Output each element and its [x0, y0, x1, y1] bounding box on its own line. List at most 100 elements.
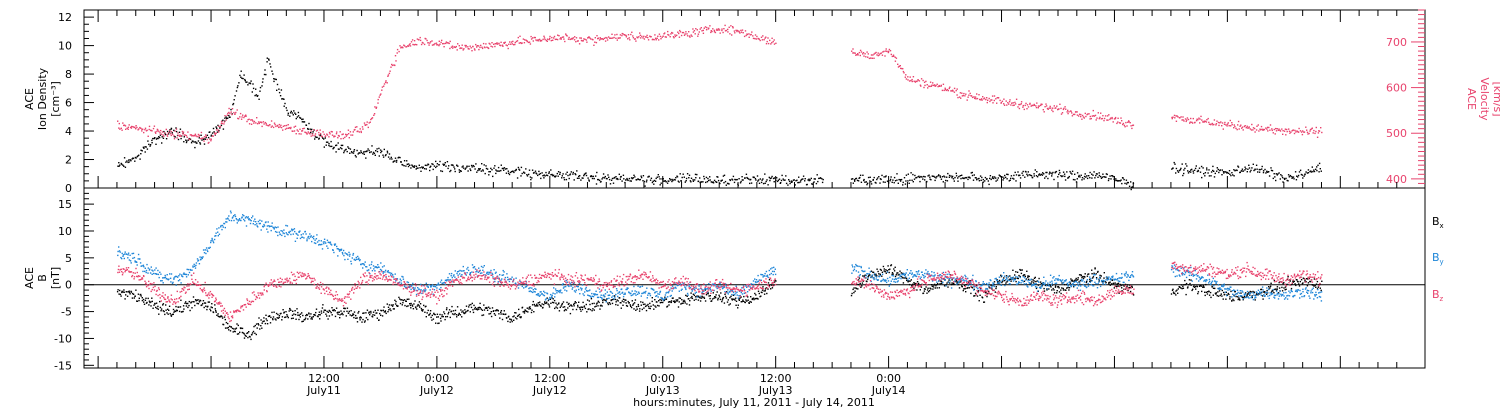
bx-point: [283, 312, 285, 314]
velocity-point: [346, 134, 348, 136]
bx-point: [1092, 276, 1095, 278]
bx-point: [252, 330, 255, 333]
density-point: [671, 178, 673, 181]
density-point: [301, 121, 304, 123]
velocity-point: [253, 120, 256, 123]
density-point: [596, 171, 598, 174]
bx-point: [254, 324, 256, 327]
velocity-point: [612, 37, 614, 39]
velocity-point: [681, 31, 684, 34]
velocity-point: [969, 92, 971, 95]
bx-point: [907, 281, 909, 283]
velocity-point: [210, 140, 212, 142]
by-point: [298, 231, 300, 233]
density-point: [226, 117, 228, 120]
density-point: [457, 165, 459, 167]
density-point: [816, 174, 818, 176]
density-point: [727, 182, 729, 185]
velocity-point: [746, 33, 749, 36]
density-point: [969, 177, 971, 179]
density-point: [328, 142, 330, 145]
density-point: [405, 165, 407, 167]
velocity-point: [1101, 117, 1104, 120]
density-point: [787, 184, 789, 186]
density-point: [918, 175, 920, 177]
density-point: [490, 167, 492, 170]
bx-point: [1113, 287, 1115, 289]
density-point: [458, 169, 460, 171]
bx-point: [1067, 286, 1069, 289]
bx-point: [1249, 294, 1251, 296]
density-point: [233, 99, 235, 101]
density-point: [1110, 178, 1112, 180]
bx-point: [885, 269, 887, 271]
velocity-point: [920, 85, 922, 87]
bx-point: [561, 302, 564, 305]
density-point: [972, 179, 975, 181]
velocity-point: [873, 53, 875, 55]
by-point: [136, 264, 138, 266]
density-point: [353, 149, 356, 151]
velocity-point: [154, 131, 156, 133]
bx-point: [460, 309, 462, 311]
bx-point: [120, 295, 122, 297]
velocity-point: [160, 129, 162, 132]
density-point: [898, 178, 900, 181]
by-point: [252, 215, 254, 217]
velocity-point: [373, 114, 375, 116]
bx-point: [376, 317, 378, 319]
velocity-point: [169, 133, 172, 135]
by-point: [227, 217, 229, 219]
velocity-point: [202, 137, 204, 139]
velocity-point: [581, 40, 583, 42]
bx-point: [1272, 290, 1274, 292]
bx-point: [875, 273, 877, 275]
velocity-point: [664, 36, 666, 38]
velocity-point: [1085, 115, 1087, 118]
velocity-point: [426, 39, 428, 42]
density-point: [415, 165, 418, 167]
velocity-point: [1012, 104, 1014, 107]
velocity-point: [403, 45, 406, 47]
velocity-point: [143, 131, 145, 134]
bx-point: [517, 314, 520, 317]
by-point: [324, 241, 326, 243]
bx-point: [1221, 289, 1223, 292]
bx-point: [1035, 287, 1038, 290]
bx-point: [913, 282, 915, 284]
velocity-point: [1102, 115, 1104, 117]
velocity-point: [1293, 132, 1296, 135]
density-point: [923, 175, 925, 178]
bx-point: [318, 311, 321, 313]
density-point: [777, 179, 780, 181]
density-point: [1288, 176, 1290, 178]
bx-point: [308, 312, 310, 314]
density-point: [183, 136, 185, 138]
bx-point: [899, 270, 901, 272]
velocity-point: [887, 50, 890, 53]
velocity-point: [119, 128, 121, 130]
velocity-point: [172, 133, 174, 136]
density-point: [542, 175, 544, 177]
bx-point: [381, 315, 384, 317]
velocity-point: [294, 125, 297, 127]
bx-point: [971, 287, 974, 289]
bx-point: [383, 311, 385, 313]
density-point: [128, 159, 130, 161]
velocity-point: [580, 39, 583, 42]
bx-point: [724, 295, 727, 298]
bx-point: [1084, 273, 1086, 275]
bx-point: [543, 303, 545, 306]
density-point: [570, 171, 572, 173]
velocity-axis-title-line2: Velocity: [1478, 77, 1491, 121]
density-point: [637, 178, 639, 180]
bx-point: [437, 316, 439, 318]
bx-point: [371, 316, 374, 318]
bx-point: [1290, 287, 1293, 290]
bx-point: [305, 314, 307, 317]
bx-point: [334, 315, 337, 318]
density-point: [449, 170, 451, 173]
bx-point: [365, 317, 368, 319]
bx-point: [428, 314, 431, 316]
velocity-point: [1303, 131, 1306, 133]
